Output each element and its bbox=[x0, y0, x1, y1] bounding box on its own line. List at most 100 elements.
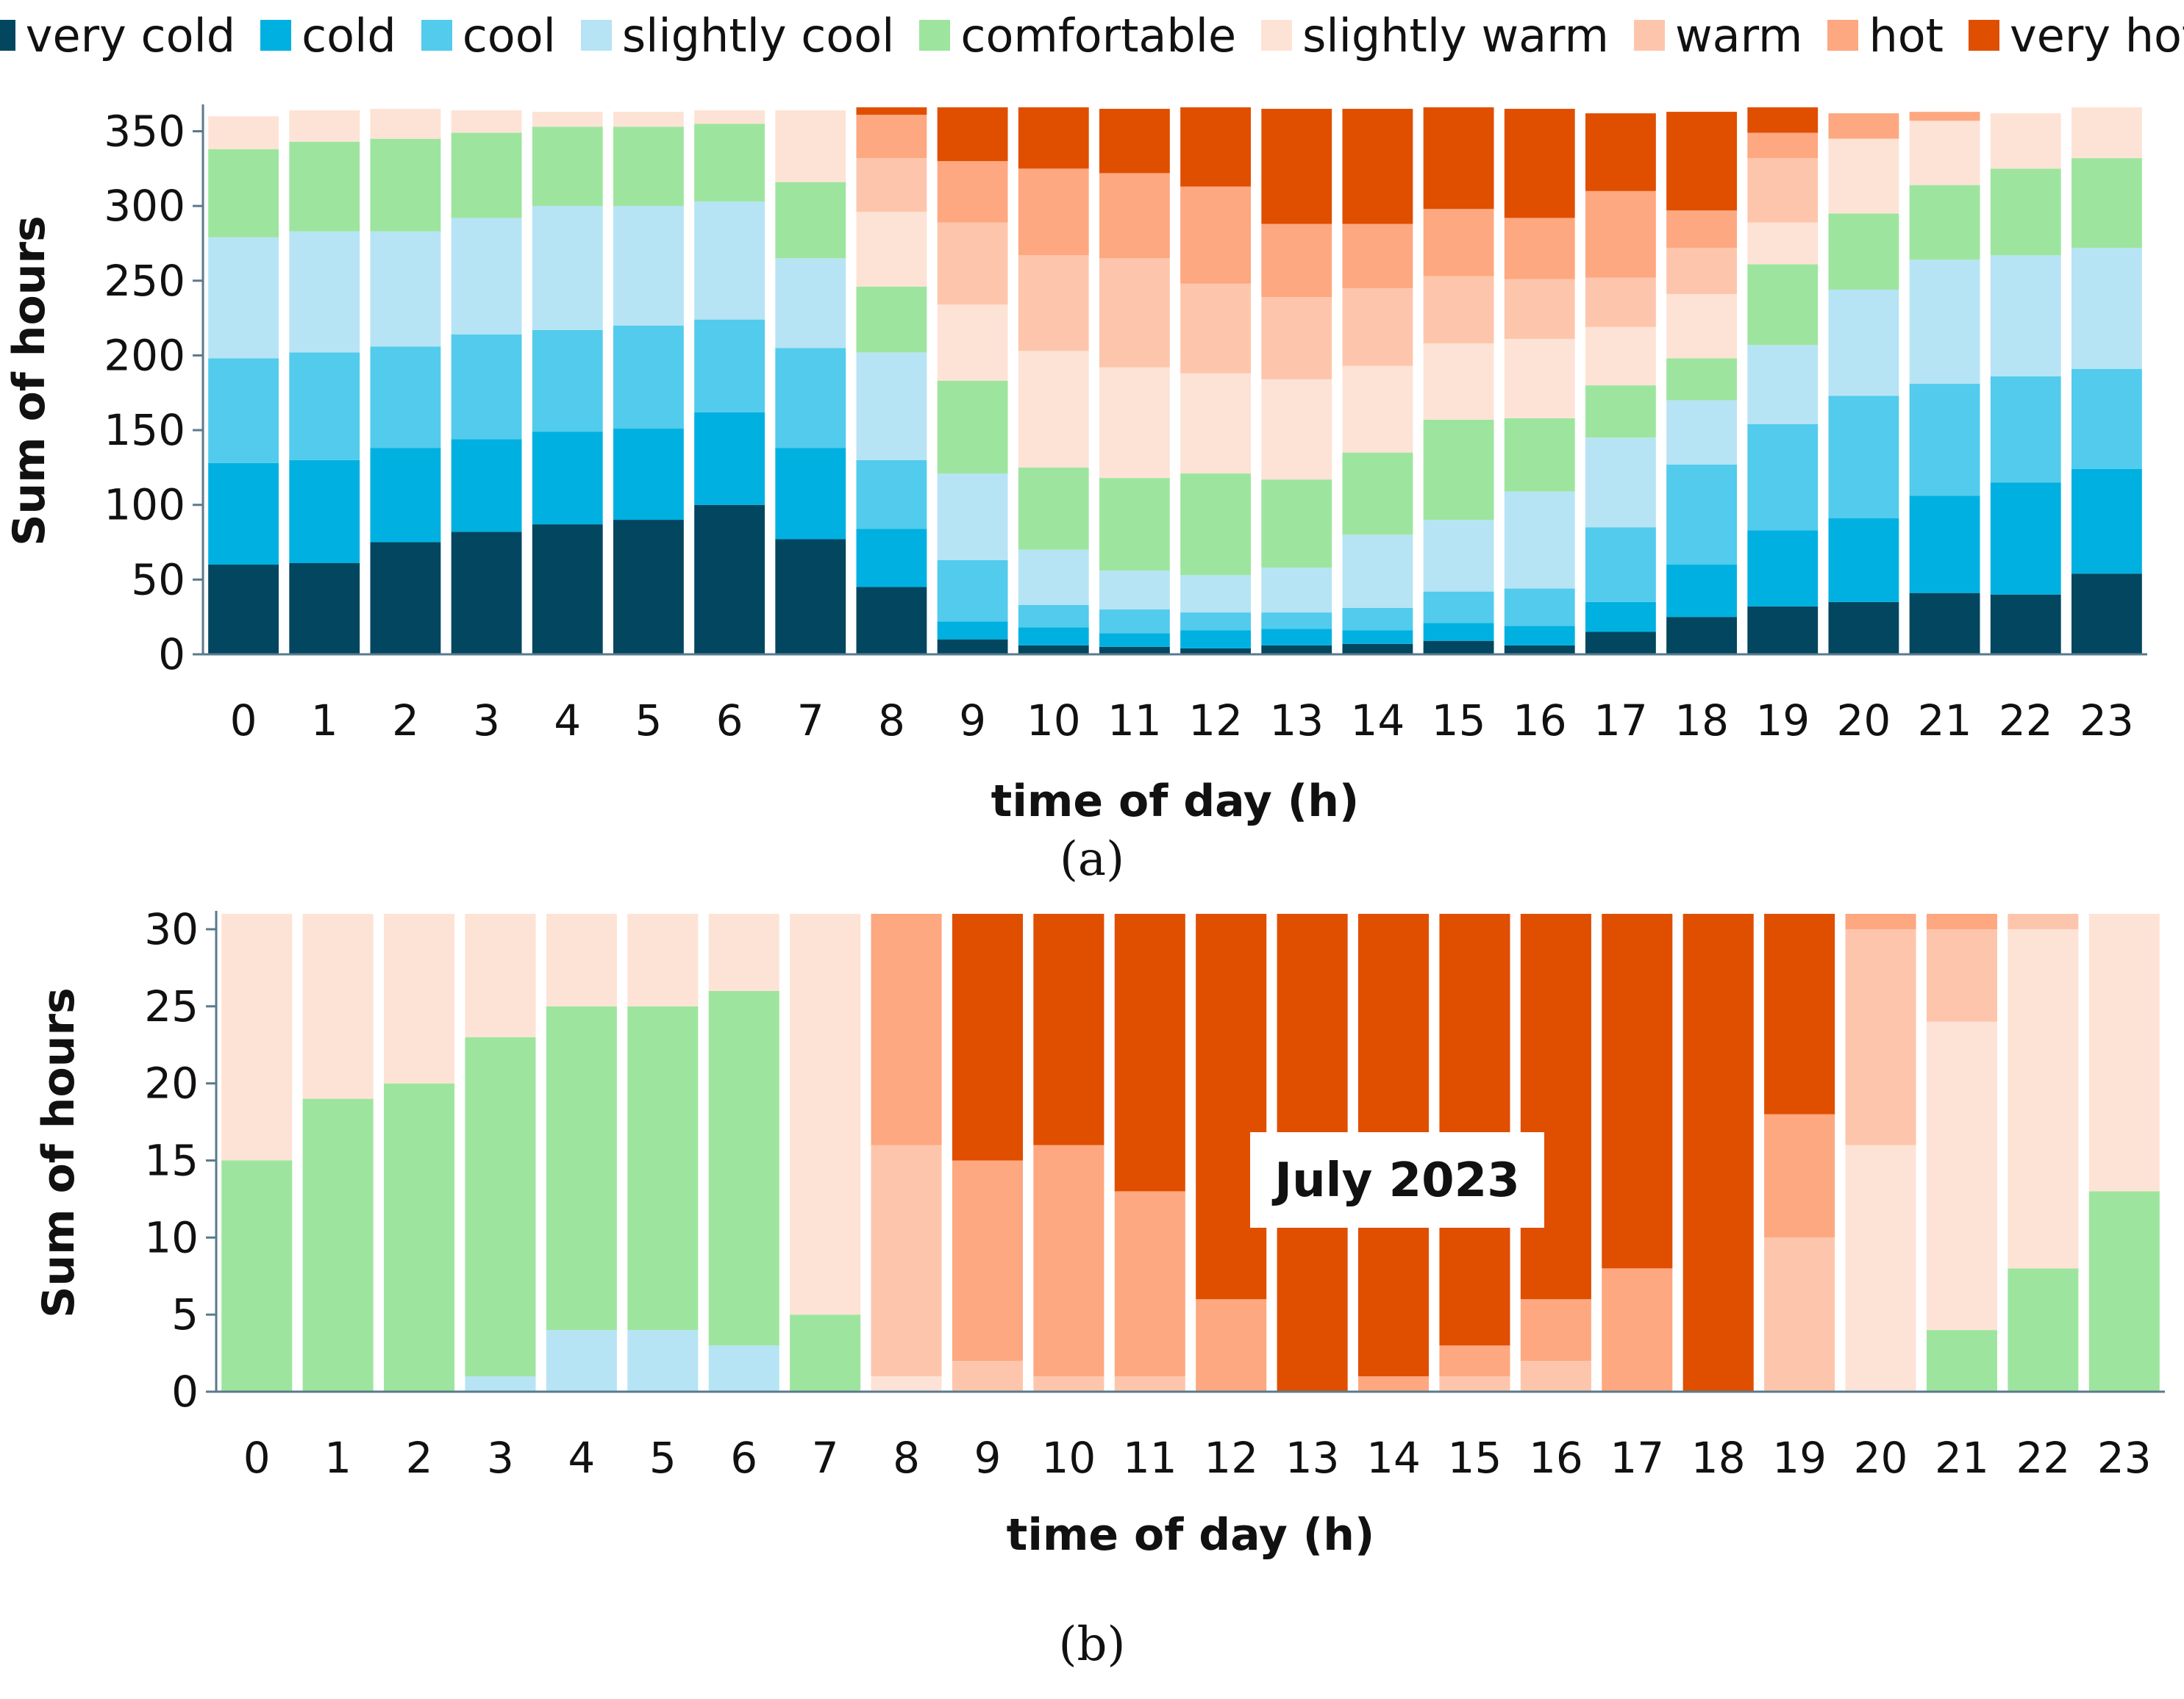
bar-segment-slightly-cool bbox=[627, 1330, 699, 1392]
bar-segment-slightly-warm bbox=[1342, 365, 1413, 453]
bar-segment-cool bbox=[1018, 604, 1089, 628]
bar-segment-hot bbox=[1180, 186, 1251, 284]
y-tick-label: 5 bbox=[171, 1290, 199, 1339]
bar-segment-cold bbox=[613, 429, 684, 521]
bar-segment-cool bbox=[370, 346, 441, 448]
bar-segment-slightly-cool bbox=[1747, 345, 1819, 424]
legend-swatch bbox=[919, 20, 951, 51]
bar-segment-slightly-warm bbox=[208, 116, 279, 149]
bar-segment-comfortable bbox=[2008, 1268, 2079, 1392]
bar-segment-comfortable bbox=[1909, 185, 1980, 260]
y-tick-label: 300 bbox=[104, 181, 185, 231]
bar-segment-slightly-cool bbox=[1666, 400, 1737, 465]
x-tick-label: 19 bbox=[1772, 1433, 1827, 1483]
panel-label: (a) bbox=[1060, 832, 1124, 887]
bar-segment-slightly-warm bbox=[613, 112, 684, 127]
bar-segment-comfortable bbox=[1585, 385, 1656, 438]
bar-segment-warm bbox=[2008, 914, 2079, 929]
bar-segment-very-cold bbox=[1180, 648, 1251, 654]
bar-segment-slightly-warm bbox=[1666, 294, 1737, 359]
bar-segment-hot bbox=[1747, 132, 1819, 159]
bar-segment-slightly-warm bbox=[384, 914, 455, 1084]
x-tick-label: 7 bbox=[797, 695, 824, 745]
x-tick-label: 9 bbox=[959, 695, 986, 745]
bar-segment-cool bbox=[1423, 591, 1494, 623]
legend-item-very-cold: very cold bbox=[0, 9, 235, 62]
bar-segment-comfortable bbox=[2088, 1191, 2160, 1392]
bar-segment-very-hot bbox=[1018, 107, 1089, 169]
bar-segment-slightly-warm bbox=[1828, 138, 1899, 214]
bar-segment-very-cold bbox=[1342, 643, 1413, 654]
bar-segment-cool bbox=[532, 329, 603, 432]
y-tick-label: 15 bbox=[144, 1135, 199, 1185]
x-tick-label: 20 bbox=[1837, 695, 1891, 745]
x-tick-label: 17 bbox=[1610, 1433, 1664, 1483]
bar-segment-very-cold bbox=[532, 524, 603, 654]
bar-segment-warm bbox=[1585, 277, 1656, 327]
x-tick-label: 6 bbox=[716, 695, 743, 745]
x-tick-label: 4 bbox=[568, 1433, 595, 1483]
bar-segment-very-hot bbox=[1196, 914, 1267, 1300]
bar-segment-slightly-warm bbox=[694, 110, 765, 124]
bar-segment-cool bbox=[1666, 464, 1737, 565]
bar-segment-very-hot bbox=[1585, 113, 1656, 191]
bar-segment-hot bbox=[1018, 168, 1089, 256]
x-axis-title: time of day (h) bbox=[991, 776, 1360, 827]
bar-segment-hot bbox=[937, 161, 1008, 223]
x-tick-label: 12 bbox=[1204, 1433, 1258, 1483]
x-tick-label: 3 bbox=[473, 695, 500, 745]
bar-segment-slightly-cool bbox=[694, 201, 765, 320]
x-tick-label: 8 bbox=[878, 695, 905, 745]
x-tick-label: 0 bbox=[243, 1433, 271, 1483]
bar-segment-cool bbox=[451, 334, 522, 440]
x-tick-label: 19 bbox=[1755, 695, 1810, 745]
bar-segment-comfortable bbox=[1828, 213, 1899, 290]
bar-segment-slightly-warm bbox=[775, 110, 846, 182]
bar-segment-very-cold bbox=[937, 639, 1008, 654]
bar-segment-slightly-warm bbox=[856, 212, 927, 287]
annotation-box bbox=[1250, 1132, 1544, 1228]
bar-segment-cold bbox=[1423, 623, 1494, 641]
bar-segment-comfortable bbox=[465, 1037, 536, 1377]
bar-segment-very-hot bbox=[1666, 112, 1737, 211]
x-tick-label: 5 bbox=[649, 1433, 677, 1483]
y-tick-label: 250 bbox=[104, 256, 185, 306]
bar-segment-very-hot bbox=[1504, 109, 1575, 218]
bar-segment-slightly-warm bbox=[370, 109, 441, 139]
bar-segment-cold bbox=[1909, 496, 1980, 593]
bar-segment-comfortable bbox=[708, 990, 779, 1346]
bar-segment-very-cold bbox=[1909, 593, 1980, 654]
bar-segment-cold bbox=[1990, 482, 2061, 595]
bar-segment-slightly-cool bbox=[465, 1376, 536, 1392]
bar-segment-slightly-cool bbox=[208, 237, 279, 359]
bar-segment-comfortable bbox=[1099, 478, 1170, 571]
bar-segment-slightly-warm bbox=[1585, 326, 1656, 386]
legend-label: warm bbox=[1674, 8, 1803, 62]
x-tick-label: 13 bbox=[1269, 695, 1324, 745]
y-tick-label: 50 bbox=[131, 554, 185, 604]
bar-segment-slightly-warm bbox=[532, 112, 603, 127]
bar-segment-hot bbox=[1764, 1114, 1835, 1238]
bar-segment-slightly-cool bbox=[1990, 255, 2061, 376]
annotation-label: July 2023 bbox=[1271, 1153, 1519, 1208]
bar-segment-hot bbox=[1342, 223, 1413, 288]
bar-segment-very-cold bbox=[2071, 573, 2142, 654]
y-axis-title: Sum of hours bbox=[4, 215, 55, 546]
y-tick-label: 20 bbox=[144, 1059, 199, 1109]
bar-segment-cold bbox=[451, 439, 522, 532]
legend-swatch bbox=[421, 20, 452, 51]
bar-segment-slightly-cool bbox=[289, 231, 360, 353]
bar-segment-hot bbox=[871, 914, 942, 1145]
bar-segment-cool bbox=[1504, 588, 1575, 626]
bar-segment-hot bbox=[1114, 1191, 1185, 1377]
bar-segment-very-cold bbox=[289, 563, 360, 654]
bar-segment-slightly-cool bbox=[1099, 570, 1170, 610]
bar-segment-warm bbox=[1439, 1376, 1510, 1392]
bar-segment-hot bbox=[1196, 1299, 1267, 1392]
legend-swatch bbox=[0, 20, 15, 51]
bar-segment-comfortable bbox=[1180, 473, 1251, 576]
bar-segment-very-hot bbox=[1764, 914, 1835, 1115]
bar-segment-slightly-cool bbox=[1423, 520, 1494, 592]
bar-segment-comfortable bbox=[613, 126, 684, 207]
bar-segment-comfortable bbox=[1990, 168, 2061, 256]
